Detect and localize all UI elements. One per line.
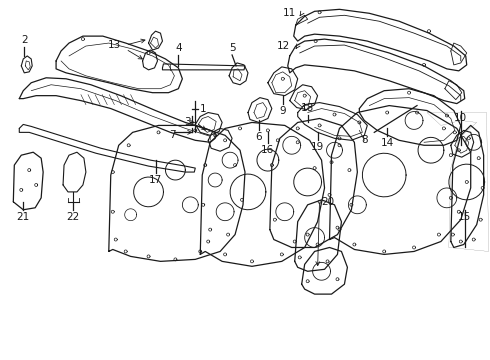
Text: 21: 21 [17, 212, 30, 222]
Text: 2: 2 [21, 35, 27, 45]
Text: 9: 9 [279, 105, 286, 116]
Text: 3: 3 [184, 117, 190, 127]
Text: 15: 15 [458, 212, 471, 222]
Text: 22: 22 [66, 212, 79, 222]
Text: 10: 10 [454, 113, 467, 122]
Text: 17: 17 [149, 175, 162, 185]
Text: 20: 20 [321, 197, 335, 207]
Text: 8: 8 [361, 135, 368, 145]
Text: 5: 5 [229, 43, 235, 53]
Text: 19: 19 [311, 142, 324, 152]
Text: 13: 13 [107, 40, 121, 50]
Text: 18: 18 [301, 103, 314, 113]
Text: 7: 7 [169, 130, 175, 140]
Text: 16: 16 [261, 145, 274, 155]
Text: 12: 12 [276, 41, 290, 51]
Text: 11: 11 [282, 8, 295, 18]
Text: 4: 4 [175, 43, 182, 53]
Text: 1: 1 [200, 104, 207, 113]
Text: 14: 14 [381, 138, 394, 148]
Text: 6: 6 [256, 132, 262, 142]
